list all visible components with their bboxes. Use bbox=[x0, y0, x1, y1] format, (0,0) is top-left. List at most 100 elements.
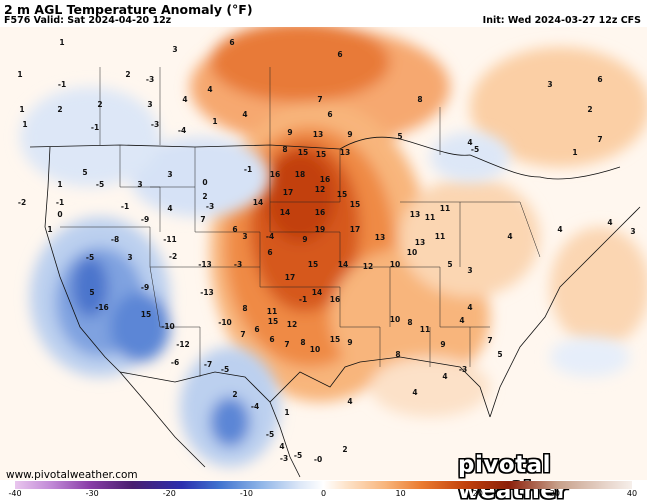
anomaly-value: 6 bbox=[267, 248, 272, 257]
anomaly-value: 9 bbox=[347, 338, 352, 347]
anomaly-value: -6 bbox=[171, 358, 179, 367]
anomaly-value: 1 bbox=[59, 38, 64, 47]
anomaly-value: 9 bbox=[347, 130, 352, 139]
anomaly-value: 6 bbox=[337, 50, 342, 59]
anomaly-value: -3 bbox=[151, 120, 159, 129]
anomaly-value: 2 bbox=[342, 445, 347, 454]
anomaly-value: 3 bbox=[172, 45, 177, 54]
anomaly-value: 18 bbox=[295, 170, 305, 179]
anomaly-value: 13 bbox=[415, 238, 425, 247]
valid-time: F576 Valid: Sat 2024-04-20 12z bbox=[4, 15, 172, 26]
gulf-coast bbox=[119, 356, 491, 418]
anomaly-value: 19 bbox=[315, 225, 325, 234]
anomaly-value: 17 bbox=[283, 188, 293, 197]
anomaly-value: 13 bbox=[313, 130, 323, 139]
colorbar-tick-label: 40 bbox=[626, 489, 638, 498]
anomaly-value: -10 bbox=[218, 318, 232, 327]
anomaly-value: -16 bbox=[95, 303, 109, 312]
anomaly-value: 15 bbox=[337, 190, 347, 199]
state-lines bbox=[60, 67, 541, 377]
anomaly-value: -13 bbox=[200, 288, 214, 297]
anomaly-map[interactable]: 1 3 6 6 1 2 -1 -3 4 7 8 3 6 1 3 4 2 2 4 6 2 1 -3 9 13 9 5 4 -1 -4 1 8 15… bbox=[0, 27, 647, 480]
anomaly-value: 7 bbox=[317, 95, 322, 104]
anomaly-value: 5 bbox=[497, 350, 502, 359]
anomaly-value: 3 bbox=[137, 180, 142, 189]
anomaly-value: 4 bbox=[182, 95, 187, 104]
anomaly-value: -11 bbox=[163, 235, 177, 244]
great-lakes-border bbox=[339, 136, 621, 180]
anomaly-value: 11 bbox=[420, 325, 430, 334]
anomaly-value: 2 bbox=[232, 390, 237, 399]
anomaly-value: 14 bbox=[280, 208, 290, 217]
anomaly-value: 5 bbox=[397, 132, 402, 141]
anomaly-value: 7 bbox=[487, 336, 492, 345]
anomaly-value: 6 bbox=[232, 225, 237, 234]
anomaly-value: 10 bbox=[310, 345, 320, 354]
anomaly-value: 1 bbox=[22, 120, 27, 129]
anomaly-value: -1 bbox=[299, 295, 307, 304]
anomaly-value: 0 bbox=[202, 178, 207, 187]
colorbar bbox=[15, 481, 632, 489]
anomaly-value: -9 bbox=[141, 283, 149, 292]
anomaly-value: 14 bbox=[338, 260, 348, 269]
colorbar-ticks: -40 -30 -20 -10 0 10 20 30 40 bbox=[0, 489, 647, 500]
anomaly-value: 8 bbox=[395, 350, 400, 359]
anomaly-value: -1 bbox=[91, 123, 99, 132]
anomaly-value: 11 bbox=[440, 204, 450, 213]
mexico-gulf-coast bbox=[269, 401, 301, 478]
anomaly-value: 8 bbox=[282, 145, 287, 154]
anomaly-value: 4 bbox=[467, 138, 472, 147]
colorbar-tick-label: -40 bbox=[8, 489, 22, 498]
anomaly-value: 9 bbox=[302, 235, 307, 244]
anomaly-value: -9 bbox=[141, 215, 149, 224]
init-time: Init: Wed 2024-03-27 12z CFS bbox=[482, 15, 641, 26]
website-credit[interactable]: www.pivotalweather.com bbox=[6, 469, 138, 481]
anomaly-value: 3 bbox=[147, 100, 152, 109]
anomaly-value: -5 bbox=[86, 253, 94, 262]
anomaly-value: 13 bbox=[410, 210, 420, 219]
anomaly-value: 10 bbox=[390, 315, 400, 324]
anomaly-value: -2 bbox=[18, 198, 26, 207]
anomaly-value: 15 bbox=[350, 200, 360, 209]
anomaly-value: -5 bbox=[294, 451, 302, 460]
anomaly-value: 4 bbox=[607, 218, 612, 227]
anomaly-value: -12 bbox=[176, 340, 190, 349]
anomaly-value: 5 bbox=[89, 288, 94, 297]
anomaly-value: 1 bbox=[572, 148, 577, 157]
anomaly-value: 6 bbox=[597, 75, 602, 84]
anomaly-value: 4 bbox=[279, 442, 284, 451]
anomaly-value: 6 bbox=[269, 335, 274, 344]
anomaly-value: 17 bbox=[350, 225, 360, 234]
anomaly-value: 4 bbox=[557, 225, 562, 234]
anomaly-value: 3 bbox=[547, 80, 552, 89]
anomaly-value: -1 bbox=[121, 202, 129, 211]
anomaly-value: 14 bbox=[253, 198, 263, 207]
anomaly-value: 1 bbox=[212, 117, 217, 126]
anomaly-value: 6 bbox=[327, 110, 332, 119]
anomaly-value: -1 bbox=[58, 80, 66, 89]
anomaly-value: 9 bbox=[440, 340, 445, 349]
anomaly-value: 0 bbox=[57, 210, 62, 219]
anomaly-value: 14 bbox=[312, 288, 322, 297]
anomaly-value: 4 bbox=[242, 110, 247, 119]
anomaly-value: 16 bbox=[270, 170, 280, 179]
anomaly-value: 5 bbox=[447, 260, 452, 269]
anomaly-value: 15 bbox=[330, 335, 340, 344]
anomaly-value: 13 bbox=[375, 233, 385, 242]
anomaly-value: -3 bbox=[459, 365, 467, 374]
anomaly-value: -5 bbox=[471, 145, 479, 154]
map-title: 2 m AGL Temperature Anomaly (°F) bbox=[4, 2, 253, 17]
anomaly-value: 7 bbox=[597, 135, 602, 144]
anomaly-value: 7 bbox=[200, 215, 205, 224]
anomaly-value: 2 bbox=[587, 105, 592, 114]
anomaly-value: 3 bbox=[630, 227, 635, 236]
anomaly-value: 16 bbox=[330, 295, 340, 304]
colorbar-tick-label: -30 bbox=[85, 489, 99, 498]
anomaly-value: 15 bbox=[298, 148, 308, 157]
anomaly-value: 10 bbox=[390, 260, 400, 269]
anomaly-value: 16 bbox=[315, 208, 325, 217]
anomaly-value: -10 bbox=[161, 322, 175, 331]
anomaly-value: 4 bbox=[507, 232, 512, 241]
